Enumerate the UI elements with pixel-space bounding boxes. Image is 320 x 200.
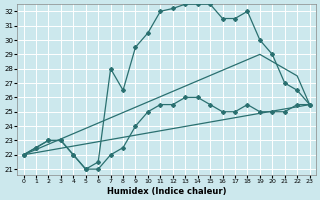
X-axis label: Humidex (Indice chaleur): Humidex (Indice chaleur) [107,187,226,196]
